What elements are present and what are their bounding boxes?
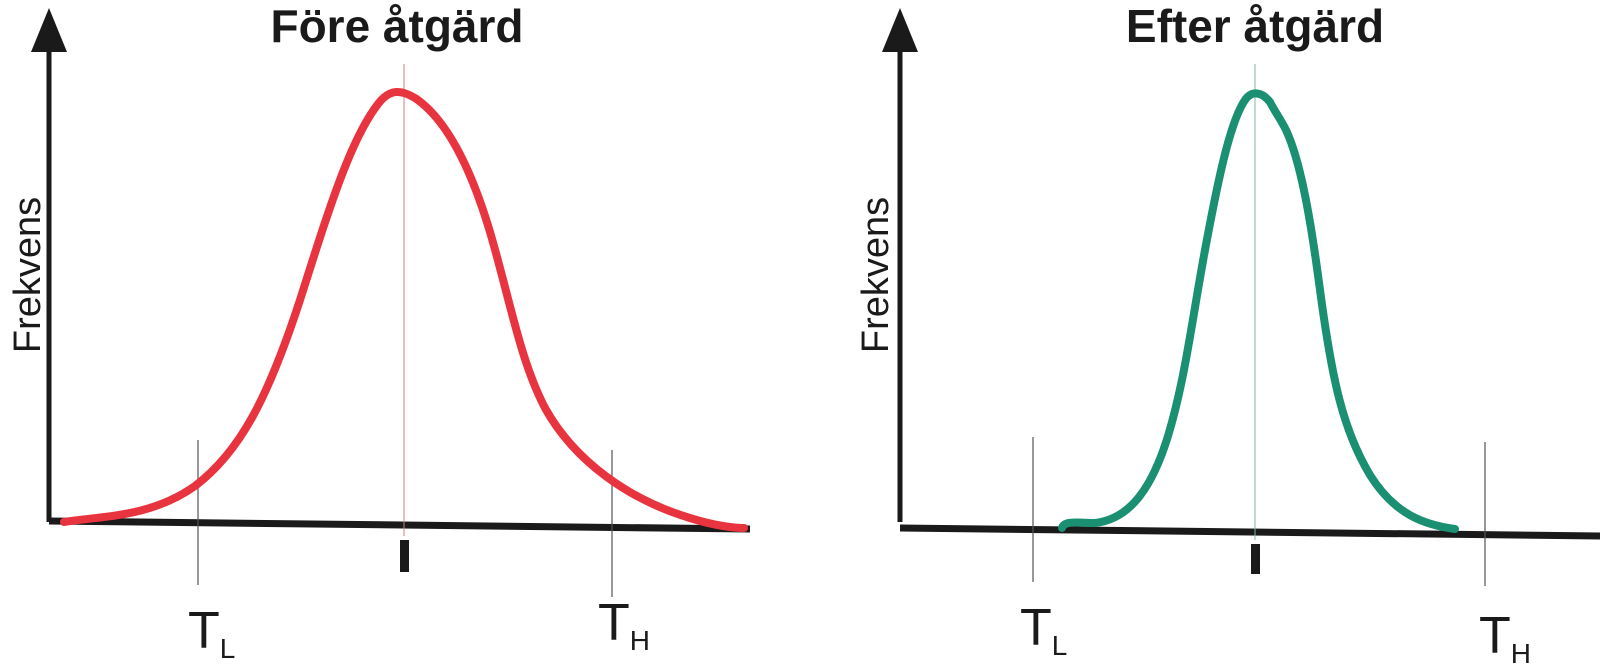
- threshold-low-label: TL: [1020, 599, 1067, 661]
- y-axis-label: Frekvens: [855, 197, 897, 353]
- center-tick: [1251, 544, 1260, 574]
- distribution-curve: [1058, 89, 1459, 533]
- y-axis-label: Frekvens: [7, 197, 49, 353]
- threshold-low-label: TL: [188, 602, 235, 664]
- y-axis-arrowhead: [882, 8, 918, 52]
- x-axis: [899, 524, 1600, 540]
- panel-after: Efter åtgärd Frekvens TL TH: [855, 0, 1600, 666]
- distribution-curve: [60, 88, 748, 532]
- threshold-high-label: TH: [598, 594, 650, 656]
- panel-title: Efter åtgärd: [1126, 0, 1384, 52]
- center-tick: [400, 540, 409, 572]
- panel-title: Före åtgärd: [270, 0, 523, 52]
- threshold-high-label: TH: [1479, 607, 1531, 666]
- x-axis: [48, 517, 751, 533]
- y-axis-arrowhead: [31, 8, 67, 52]
- panel-before: Före åtgärd Frekvens TL TH: [7, 0, 751, 664]
